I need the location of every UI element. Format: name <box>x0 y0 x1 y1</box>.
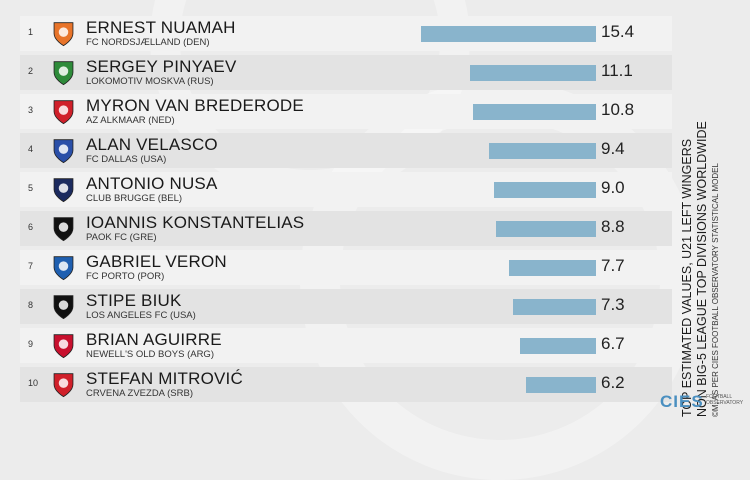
value-label: 15.4 <box>601 22 635 41</box>
chart-row: 10 STEFAN MITROVIĆ CRVENA ZVEZDA (SRB) 6.2 <box>20 367 672 402</box>
ranking-chart: 1 ERNEST NUAMAH FC NORDSJÆLLAND (DEN) 15.4 2… <box>20 16 672 402</box>
chart-title: TOP ESTIMATED VALUES, U21 LEFT WINGERS N… <box>680 0 722 417</box>
player-name: STEFAN MITROVIĆ <box>86 369 243 388</box>
title-line-1: TOP ESTIMATED VALUES, U21 LEFT WINGERS <box>680 138 694 417</box>
chart-row: 2 SERGEY PINYAEV LOKOMOTIV MOSKVA (RUS) 11.… <box>20 55 672 90</box>
player-name: ALAN VELASCO <box>86 135 218 154</box>
club-name: CLUB BRUGGE (BEL) <box>86 193 183 204</box>
club-name: AZ ALKMAAR (NED) <box>86 115 175 126</box>
club-name: PAOK FC (GRE) <box>86 232 157 243</box>
chart-row: 5 ANTONIO NUSA CLUB BRUGGE (BEL) 9.0 <box>20 172 672 207</box>
value-label: 8.8 <box>601 217 625 236</box>
value-bar <box>469 65 596 81</box>
value-label: 6.7 <box>601 334 625 353</box>
paok-crest-icon <box>53 217 74 242</box>
chart-row: 1 ERNEST NUAMAH FC NORDSJÆLLAND (DEN) 15.4 <box>20 16 672 51</box>
chart-row: 7 GABRIEL VERON FC PORTO (POR) 7.7 <box>20 250 672 285</box>
value-label: 7.7 <box>601 256 625 275</box>
club-name: LOKOMOTIV MOSKVA (RUS) <box>86 76 214 87</box>
cies-logo: CIES <box>660 392 704 411</box>
value-label: 9.0 <box>601 178 625 197</box>
player-name: ANTONIO NUSA <box>86 174 218 193</box>
title-line-2: NON BIG-5 LEAGUE TOP DIVISIONS WORLDWIDE <box>695 121 709 417</box>
value-bar <box>513 299 596 315</box>
rank-number: 5 <box>28 183 34 193</box>
player-name: STIPE BIUK <box>86 291 182 310</box>
az-alkmaar-crest-icon <box>53 100 74 125</box>
club-name: NEWELL'S OLD BOYS (ARG) <box>86 349 214 360</box>
player-name: ERNEST NUAMAH <box>86 18 236 37</box>
nordsjaelland-crest-icon <box>53 22 74 47</box>
lokomotiv-crest-icon <box>53 61 74 86</box>
fc-porto-crest-icon <box>53 256 74 281</box>
value-label: 6.2 <box>601 373 625 392</box>
club-name: FC PORTO (POR) <box>86 271 165 282</box>
value-label: 9.4 <box>601 139 625 158</box>
chart-row: 6 IOANNIS KONSTANTELIAS PAOK FC (GRE) 8.8 <box>20 211 672 246</box>
club-name: FC DALLAS (USA) <box>86 154 167 165</box>
rank-number: 2 <box>28 66 34 76</box>
club-name: CRVENA ZVEZDA (SRB) <box>86 388 193 399</box>
club-brugge-crest-icon <box>53 178 74 203</box>
player-name: IOANNIS KONSTANTELIAS <box>86 213 305 232</box>
source-note: ©M, AS PER CIES FOOTBALL OBSERVATORY STA… <box>711 163 720 417</box>
club-name: LOS ANGELES FC (USA) <box>86 310 196 321</box>
value-bar <box>525 377 596 393</box>
chart-row: 9 BRIAN AGUIRRE NEWELL'S OLD BOYS (ARG) 6.7 <box>20 328 672 363</box>
rank-number: 3 <box>28 105 34 115</box>
chart-row: 8 STIPE BIUK LOS ANGELES FC (USA) 7.3 <box>20 289 672 324</box>
value-bar <box>508 260 596 276</box>
chart-row: 3 MYRON VAN BREDERODE AZ ALKMAAR (NED) 10.8 <box>20 94 672 129</box>
value-bar <box>493 182 596 198</box>
value-label: 11.1 <box>601 61 633 80</box>
value-bar <box>489 143 596 159</box>
rank-number: 4 <box>28 144 34 154</box>
rank-number: 8 <box>28 300 34 310</box>
player-name: MYRON VAN BREDERODE <box>86 96 304 115</box>
lafc-crest-icon <box>53 295 74 320</box>
chart-row: 4 ALAN VELASCO FC DALLAS (USA) 9.4 <box>20 133 672 168</box>
rank-number: 7 <box>28 261 34 271</box>
value-label: 7.3 <box>601 295 625 314</box>
crvena-zvezda-crest-icon <box>53 373 74 398</box>
rank-number: 10 <box>28 378 39 388</box>
newells-crest-icon <box>53 334 74 359</box>
player-name: BRIAN AGUIRRE <box>86 330 222 349</box>
player-name: GABRIEL VERON <box>86 252 227 271</box>
rank-number: 6 <box>28 222 34 232</box>
value-bar <box>496 221 596 237</box>
cies-logo-subtext: FOOTBALL OBSERVATORY <box>706 394 744 406</box>
rank-number: 9 <box>28 339 34 349</box>
value-label: 10.8 <box>601 100 635 119</box>
fc-dallas-crest-icon <box>53 139 74 164</box>
rank-number: 1 <box>28 27 34 37</box>
value-bar <box>519 338 596 354</box>
value-bar <box>473 104 596 120</box>
player-name: SERGEY PINYAEV <box>86 57 237 76</box>
value-bar <box>421 26 596 42</box>
club-name: FC NORDSJÆLLAND (DEN) <box>86 37 210 48</box>
